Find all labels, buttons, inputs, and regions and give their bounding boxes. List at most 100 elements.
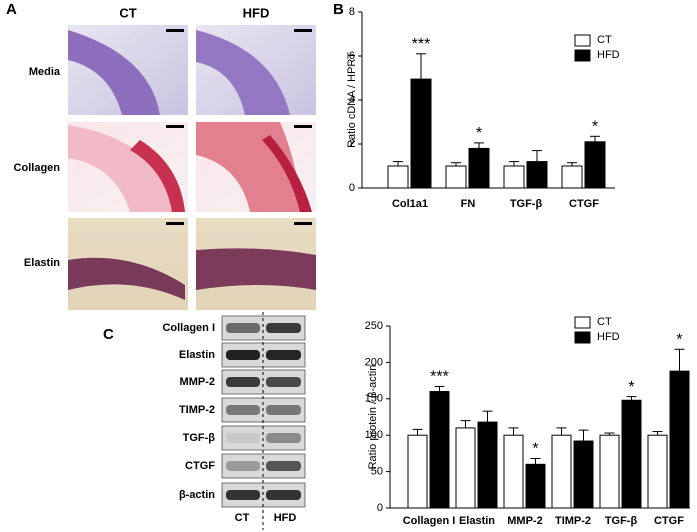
row-label: Collagen [14,162,61,174]
panel-label: C [103,326,114,343]
band [226,323,260,333]
histology [68,25,316,310]
blot-label: TIMP-2 [179,404,215,416]
significance: * [532,441,538,458]
row-label: Media [29,66,61,78]
bar [407,434,428,509]
scale-bar [294,222,312,225]
y-tick-label: 6 [349,50,355,62]
tissue [68,257,185,300]
tissue [68,125,175,212]
legend-label: CT [597,34,612,46]
x-tick-label: Col1a1 [392,198,428,210]
y-tick-label: 50 [371,466,383,478]
panel-label: B [333,1,344,18]
x-tick-label: Collagen I [403,515,456,527]
significance: *** [430,369,449,386]
blot-label: CTGF [185,460,215,472]
bar [445,165,467,189]
x-tick-label: TGF-β [605,515,638,527]
y-tick-label: 0 [377,502,383,514]
blot-label: Collagen I [162,322,215,334]
blot-label: TGF-β [183,432,216,444]
x-tick-label: CTGF [654,515,684,527]
legend-label: HFD [597,331,620,343]
bar [599,434,620,509]
bar [573,440,594,509]
band [266,490,301,500]
significance: * [628,379,634,396]
tissue [130,140,185,212]
bar [584,141,606,189]
lane-label: HFD [274,512,297,524]
band [266,461,301,471]
bar [669,370,690,509]
x-tick-label: FN [461,198,476,210]
y-tick-label: 2 [349,138,355,150]
bar [387,165,409,189]
band [226,350,260,360]
significance: * [476,125,482,142]
bar [526,161,548,189]
tissue [196,248,316,290]
significance: * [592,119,598,136]
blot-label: β-actin [179,489,215,501]
band [266,405,301,415]
column-label: CT [119,5,136,20]
band [226,405,260,415]
bar [503,165,525,189]
panel-label: A [6,1,17,18]
bar [647,434,668,509]
significance: *** [412,36,431,53]
legend-swatch [574,34,591,47]
bar [410,78,432,189]
band [226,461,260,471]
x-tick-label: Elastin [459,515,495,527]
y-axis-label: Ratio protein / β-actin [367,365,379,470]
x-tick-label: CTGF [569,198,599,210]
y-tick-label: 8 [349,6,355,18]
x-tick-label: MMP-2 [507,515,542,527]
bar [468,147,490,189]
bar [561,165,583,189]
bar [551,434,572,509]
band [266,433,301,443]
y-axis-label: Ratio cDNA / HPRT [346,52,358,148]
scale-bar [166,125,184,128]
bar [503,434,524,509]
tissue [196,30,290,115]
bar [455,427,476,509]
y-tick-label: 100 [365,429,383,441]
band [226,377,260,387]
x-tick-label: TGF-β [510,198,543,210]
y-tick-label: 250 [365,320,383,332]
y-tick-label: 150 [365,393,383,405]
legend-label: CT [597,316,612,328]
bar [429,391,450,509]
tissue [68,30,160,115]
blot-label: MMP-2 [180,376,215,388]
bar [477,421,498,509]
x-tick-label: TIMP-2 [555,515,591,527]
significance: * [676,332,682,349]
y-tick-label: 4 [349,94,355,106]
band [266,377,301,387]
y-tick-label: 200 [365,356,383,368]
tissue [262,135,312,212]
legend-swatch [574,316,591,329]
band [266,350,301,360]
band [226,433,260,443]
western-blot: Collagen I Elastin MMP-2 TIMP-2 TGF-β CTGF β-a… [162,312,306,530]
scale-bar [294,29,312,32]
legend-label: HFD [597,49,620,61]
scale-bar [294,125,312,128]
y-tick-label: 0 [349,182,355,194]
band [266,323,301,333]
band [226,490,260,500]
blot-label: Elastin [179,349,215,361]
column-label: HFD [243,5,270,20]
bar [525,463,546,509]
legend-swatch [574,331,591,344]
